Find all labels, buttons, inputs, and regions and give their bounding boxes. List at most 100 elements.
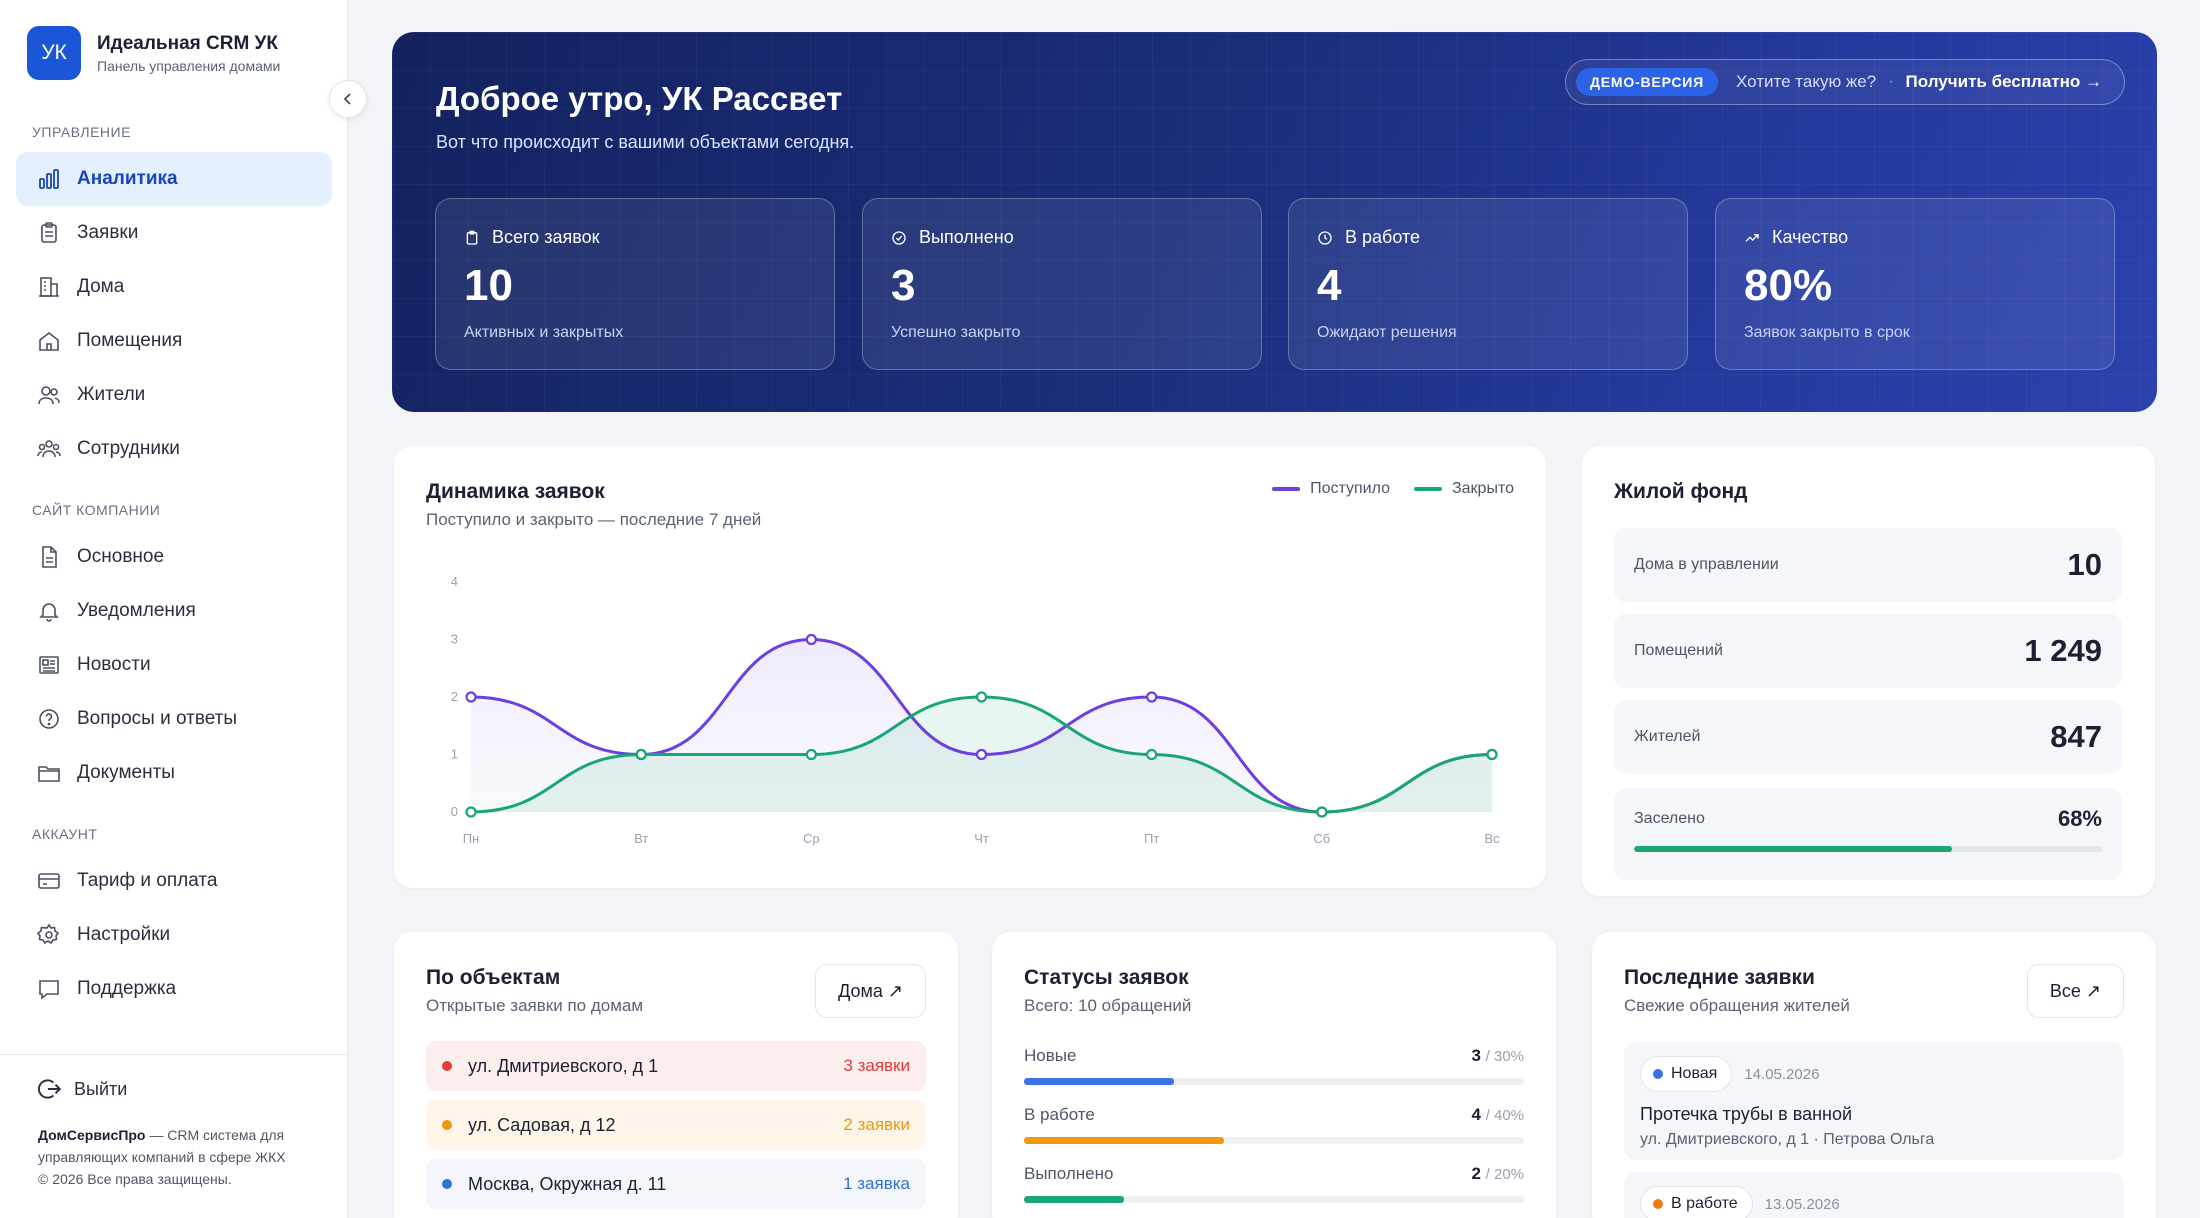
- sidebar-item-label: Заявки: [77, 222, 139, 243]
- team-icon: [36, 436, 62, 462]
- logout-icon: [36, 1076, 62, 1102]
- stat-value: 3: [891, 261, 916, 310]
- fond-row-premises: Помещений 1 249: [1614, 614, 2122, 688]
- data-point-received[interactable]: [465, 691, 477, 703]
- sidebar-item-settings[interactable]: Настройки: [16, 908, 332, 962]
- card-subtitle: Свежие обращения жителей: [1624, 996, 1850, 1015]
- hero-banner: Доброе утро, УК Рассвет Вот что происход…: [392, 32, 2157, 412]
- bell-icon: [36, 598, 62, 624]
- status-percent: / 40%: [1485, 1107, 1524, 1124]
- sidebar-item-label: Аналитика: [77, 168, 178, 189]
- credit-card-icon: [36, 868, 62, 894]
- fond-label: Заселено: [1634, 810, 1705, 827]
- data-point-closed[interactable]: [975, 691, 988, 703]
- request-item[interactable]: В работе 13.05.2026: [1624, 1172, 2124, 1218]
- check-circle-icon: [891, 229, 909, 247]
- stat-subtitle: Активных и закрытых: [464, 324, 624, 341]
- sidebar-item-label: Помещения: [77, 330, 183, 351]
- object-row[interactable]: ул. Дмитриевского, д 1 3 заявки: [426, 1041, 926, 1091]
- sidebar-item-faq[interactable]: Вопросы и ответы: [16, 692, 332, 746]
- recent-requests-card: Последние заявки Свежие обращения жителе…: [1592, 932, 2156, 1218]
- help-icon: [36, 706, 62, 732]
- data-point-received[interactable]: [805, 633, 817, 646]
- status-percent: / 20%: [1485, 1166, 1524, 1183]
- sidebar-item-general[interactable]: Основное: [16, 530, 332, 584]
- object-dot: [442, 1061, 452, 1071]
- brand[interactable]: УК Идеальная CRM УК Панель управления до…: [27, 26, 280, 80]
- sidebar-item-staff[interactable]: Сотрудники: [16, 422, 332, 476]
- status-progress: [1024, 1078, 1524, 1085]
- status-row: В работе 4 / 40%: [1024, 1105, 1524, 1144]
- data-point-closed[interactable]: [1316, 806, 1328, 818]
- fond-value: 1 249: [2024, 633, 2102, 668]
- footer-brand: ДомСервисПро: [38, 1127, 146, 1143]
- object-address: Москва, Окружная д. 11: [468, 1173, 667, 1194]
- requests-dynamics-card: Динамика заявок Поступило и закрыто — по…: [394, 446, 1546, 888]
- data-point-received[interactable]: [1146, 691, 1158, 703]
- sidebar-item-notifications[interactable]: Уведомления: [16, 584, 332, 638]
- fond-occupancy: Заселено 68%: [1614, 788, 2122, 880]
- legend-label-received: Поступило: [1310, 480, 1390, 497]
- data-point-closed[interactable]: [1146, 748, 1158, 761]
- legend-label-closed: Закрыто: [1451, 480, 1514, 497]
- all-requests-button[interactable]: Все ↗: [2026, 964, 2124, 1018]
- status-row: Новые 3 / 30%: [1024, 1046, 1524, 1085]
- demo-banner: ДЕМО-ВЕРСИЯ Хотите такую же? · Получить …: [1565, 59, 2125, 105]
- sidebar-item-label: Основное: [77, 546, 165, 567]
- stat-value: 4: [1317, 261, 1342, 310]
- sidebar-item-label: Жители: [77, 384, 146, 405]
- get-free-link[interactable]: Получить бесплатно →: [1905, 72, 2102, 91]
- object-count: 2 заявки: [843, 1115, 910, 1134]
- stat-subtitle: Заявок закрыто в срок: [1744, 324, 1910, 341]
- section-label-management: УПРАВЛЕНИЕ: [32, 124, 131, 140]
- stat-value: 10: [464, 261, 513, 310]
- sidebar-item-residents[interactable]: Жители: [16, 368, 332, 422]
- series-area-received: [471, 639, 1492, 812]
- hero-grid-background: [392, 32, 2157, 412]
- object-row[interactable]: Москва, Окружная д. 11 1 заявка: [426, 1159, 926, 1209]
- request-item[interactable]: Новая 14.05.2026 Протечка трубы в ванной…: [1624, 1042, 2124, 1160]
- data-point-closed[interactable]: [465, 806, 477, 818]
- brand-logo: УК: [27, 26, 81, 80]
- card-title: Последние заявки: [1624, 966, 1815, 989]
- data-point-closed[interactable]: [1486, 748, 1498, 761]
- data-point-closed[interactable]: [805, 748, 817, 761]
- sidebar-item-premises[interactable]: Помещения: [16, 314, 332, 368]
- stat-label: В работе: [1345, 227, 1421, 247]
- sidebar-item-support[interactable]: Поддержка: [16, 962, 332, 1016]
- data-point-closed[interactable]: [635, 748, 647, 761]
- sidebar-item-analytics[interactable]: Аналитика: [16, 152, 332, 206]
- home-icon: [36, 328, 62, 354]
- status-progress-fill: [1024, 1078, 1174, 1085]
- file-icon: [36, 544, 62, 570]
- card-subtitle: Поступило и закрыто — последние 7 дней: [426, 510, 762, 529]
- status-badge: Новая: [1640, 1056, 1733, 1092]
- object-row[interactable]: ул. Садовая, д 12 2 заявки: [426, 1100, 926, 1150]
- demo-question: Хотите такую же?: [1736, 72, 1877, 91]
- status-badge: В работе: [1640, 1186, 1753, 1218]
- sidebar-item-houses[interactable]: Дома: [16, 260, 332, 314]
- bar-chart-icon: [36, 166, 62, 192]
- request-subtitle: ул. Дмитриевского, д 1 · Петрова Ольга: [1640, 1131, 1935, 1148]
- sidebar-item-label: Уведомления: [77, 600, 196, 621]
- sidebar-item-documents[interactable]: Документы: [16, 746, 332, 800]
- logout-button[interactable]: Выйти: [36, 1076, 127, 1102]
- y-tick-label: 2: [451, 689, 458, 704]
- sidebar-item-requests[interactable]: Заявки: [16, 206, 332, 260]
- collapse-sidebar-button[interactable]: [329, 80, 367, 118]
- fond-label: Помещений: [1634, 642, 1723, 659]
- sidebar: УК Идеальная CRM УК Панель управления до…: [0, 0, 348, 1218]
- sidebar-item-billing[interactable]: Тариф и оплата: [16, 854, 332, 908]
- data-point-received[interactable]: [975, 748, 988, 761]
- page-title: Доброе утро, УК Рассвет: [436, 80, 843, 117]
- logout-label: Выйти: [74, 1078, 128, 1099]
- card-title: Статусы заявок: [1024, 966, 1189, 989]
- object-address: ул. Садовая, д 12: [468, 1114, 616, 1135]
- sidebar-item-label: Документы: [77, 762, 175, 783]
- occupancy-progress: [1634, 846, 2102, 852]
- houses-button[interactable]: Дома ↗: [815, 964, 926, 1018]
- occupancy-progress-fill: [1634, 846, 1953, 852]
- fond-row-residents: Жителей 847: [1614, 700, 2122, 774]
- card-subtitle: Всего: 10 обращений: [1024, 996, 1192, 1015]
- sidebar-item-news[interactable]: Новости: [16, 638, 332, 692]
